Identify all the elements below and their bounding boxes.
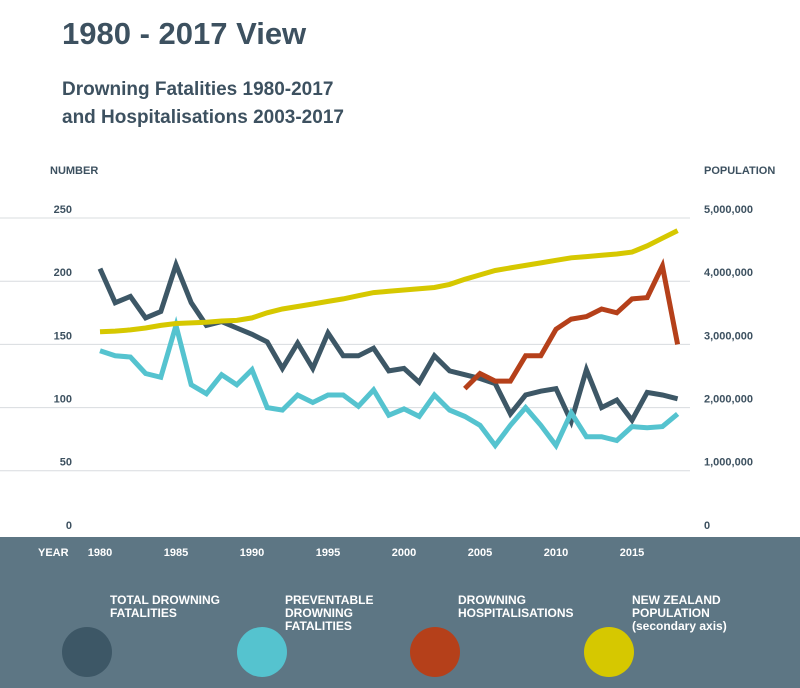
legend-swatch — [62, 627, 112, 677]
x-tick-label: 1985 — [164, 547, 188, 559]
y2-tick-label: 5,000,000 — [704, 204, 753, 216]
legend-label: TOTAL DROWNING FATALITIES — [110, 593, 220, 620]
chart-subtitle: Drowning Fatalities 1980-2017 — [62, 79, 333, 100]
y-tick-label: 0 — [66, 520, 72, 532]
x-axis-label: YEAR — [38, 547, 69, 559]
x-tick-label: 2000 — [392, 547, 416, 559]
y2-tick-label: 4,000,000 — [704, 267, 753, 279]
y2-tick-label: 0 — [704, 520, 710, 532]
x-tick-label: 1980 — [88, 547, 112, 559]
series-line — [97, 257, 679, 429]
series-line — [99, 315, 680, 451]
y2-axis-label: POPULATION — [704, 165, 775, 177]
series-line — [463, 258, 681, 391]
y-tick-label: 50 — [60, 457, 72, 469]
legend-label: PREVENTABLE DROWNING FATALITIES — [285, 593, 374, 633]
y-tick-label: 100 — [54, 394, 72, 406]
chart-title: 1980 - 2017 View — [62, 16, 307, 51]
x-tick-label: 2010 — [544, 547, 568, 559]
legend-swatch — [410, 627, 460, 677]
legend-swatch — [584, 627, 634, 677]
y2-tick-label: 1,000,000 — [704, 457, 753, 469]
x-tick-label: 2015 — [620, 547, 644, 559]
y-tick-label: 150 — [54, 330, 72, 342]
y2-tick-label: 2,000,000 — [704, 394, 753, 406]
legend-label: DROWNING HOSPITALISATIONS — [458, 593, 574, 620]
y2-tick-label: 3,000,000 — [704, 330, 753, 342]
chart-subtitle: and Hospitalisations 2003-2017 — [62, 107, 344, 128]
x-tick-label: 1995 — [316, 547, 340, 559]
series-line — [99, 228, 679, 335]
y-tick-label: 200 — [54, 267, 72, 279]
x-tick-label: 1990 — [240, 547, 264, 559]
footer-band — [0, 537, 800, 688]
x-tick-label: 2005 — [468, 547, 492, 559]
legend-swatch — [237, 627, 287, 677]
legend-label: NEW ZEALAND POPULATION (secondary axis) — [632, 593, 727, 633]
y-axis-label: NUMBER — [50, 165, 98, 177]
y-tick-label: 250 — [54, 204, 72, 216]
